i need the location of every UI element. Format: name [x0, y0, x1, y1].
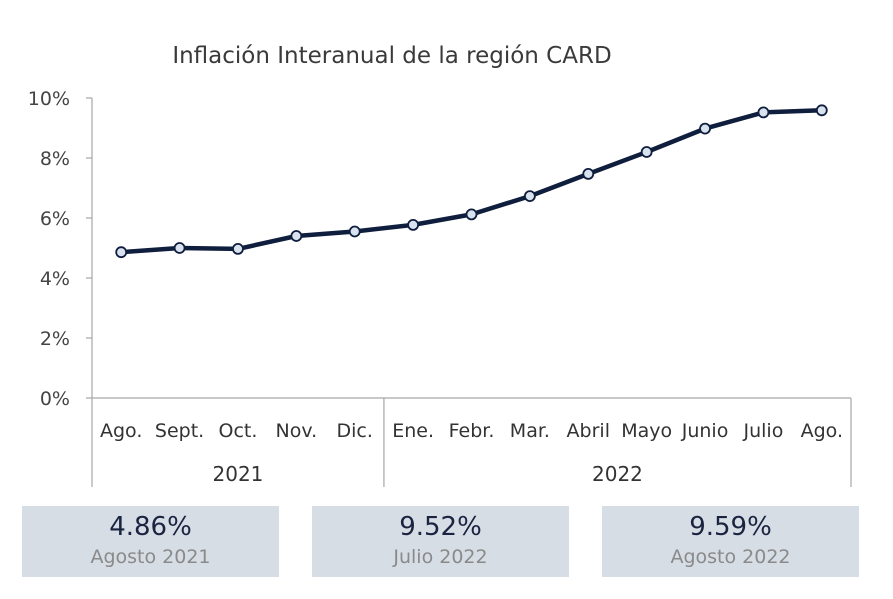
series-line [115, 104, 828, 259]
x-tick-label: Mayo [621, 420, 672, 442]
data-point [348, 225, 361, 238]
data-point [815, 104, 828, 117]
data-point [757, 106, 770, 119]
y-tick-label: 2% [40, 328, 70, 350]
year-group-label: 2022 [592, 462, 643, 486]
x-tick-label: Febr. [449, 420, 495, 442]
summary-card-julio-2022: 9.52% Julio 2022 [312, 506, 569, 577]
axes: 0% 2% 4% 6% 8% 10% Ago. Sept. Oct. Nov. Dic. Ene. Fe… [28, 88, 852, 487]
data-point [699, 122, 711, 135]
x-tick-label: Ago. [801, 420, 843, 442]
x-tick-label: Ago. [100, 420, 142, 442]
y-tick-label: 10% [28, 88, 70, 110]
card-value: 9.59% [689, 512, 772, 542]
data-point [290, 230, 303, 242]
card-label: Agosto 2021 [90, 546, 211, 568]
data-point [640, 146, 653, 158]
data-point [115, 246, 128, 259]
y-tick-label: 8% [40, 148, 70, 170]
card-label: Agosto 2022 [670, 546, 791, 568]
x-tick-label: Abril [567, 420, 610, 442]
data-point [407, 218, 420, 231]
x-tick-label: Mar. [510, 420, 550, 442]
card-value: 4.86% [109, 512, 192, 542]
card-label: Julio 2022 [393, 546, 488, 568]
chart-title: Inflación Interanual de la región CARD [172, 43, 611, 69]
series-line-path [118, 108, 825, 255]
y-tick-label: 6% [40, 208, 70, 230]
x-tick-label: Julio [743, 420, 784, 442]
y-tick-label: 4% [40, 268, 70, 290]
data-point [232, 242, 244, 255]
x-tick-label: Sept. [155, 420, 204, 442]
summary-card-agosto-2022: 9.59% Agosto 2022 [602, 506, 859, 577]
data-point [582, 167, 595, 180]
x-tick-label: Ene. [392, 420, 434, 442]
x-tick-label: Dic. [337, 420, 373, 442]
year-group-label: 2021 [213, 462, 264, 486]
data-point [523, 190, 536, 203]
data-point [173, 242, 186, 254]
card-value: 9.52% [399, 512, 482, 542]
x-tick-label: Junio [681, 420, 729, 442]
summary-card-agosto-2021: 4.86% Agosto 2021 [22, 506, 279, 577]
data-point [465, 208, 478, 221]
x-tick-label: Oct. [219, 420, 258, 442]
y-tick-label: 0% [40, 388, 70, 410]
line-chart: Inflación Interanual de la región CARD 0… [28, 43, 852, 487]
x-tick-label: Nov. [276, 420, 318, 442]
